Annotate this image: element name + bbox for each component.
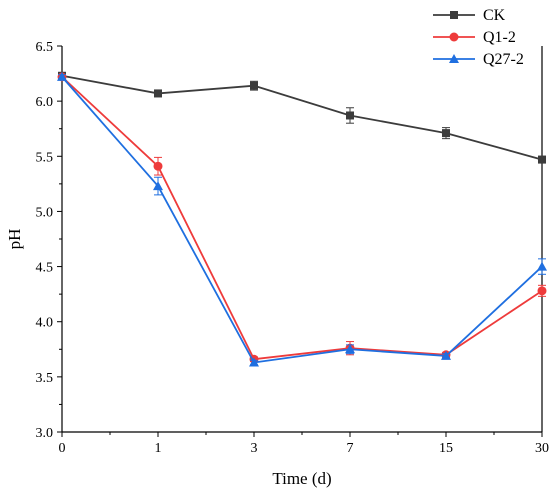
data-point <box>57 71 67 81</box>
data-point <box>250 81 258 90</box>
x-tick-label: 1 <box>155 441 162 456</box>
data-point <box>537 261 547 271</box>
data-point <box>153 161 163 171</box>
y-tick-label: 3.5 <box>36 371 54 386</box>
legend-label: CK <box>483 7 506 24</box>
x-tick-label: 0 <box>59 441 66 456</box>
x-tick-label: 7 <box>347 441 354 456</box>
legend-marker <box>450 11 458 19</box>
data-point <box>154 89 162 98</box>
series-line <box>61 74 543 161</box>
data-point <box>346 111 354 120</box>
x-tick-label: 3 <box>251 441 258 456</box>
legend: CK Q1-2 Q27-2 <box>433 7 524 68</box>
data-point <box>442 129 450 138</box>
data-point <box>538 155 546 164</box>
x-tick-label: 15 <box>439 441 453 456</box>
series-line <box>61 76 543 361</box>
data-point <box>153 181 163 191</box>
series-ck <box>58 71 546 164</box>
x-axis-title: Time (d) <box>272 469 331 488</box>
y-tick-label: 6.5 <box>36 40 54 55</box>
y-axis-title: pH <box>5 229 24 250</box>
x-tick-label: 30 <box>535 441 549 456</box>
series-q1-2 <box>57 72 547 364</box>
legend-marker <box>449 32 459 42</box>
data-point <box>441 350 451 360</box>
y-tick-label: 6.0 <box>36 95 54 110</box>
axes: 3.0 3.5 4.0 4.5 5.0 5.5 6.0 6.5 0 1 3 7 15 30 <box>36 40 550 456</box>
data-point <box>249 357 259 367</box>
y-tick-label: 5.0 <box>36 205 54 220</box>
y-tick-label: 4.0 <box>36 316 54 331</box>
y-tick-label: 4.5 <box>36 261 54 276</box>
series-layer <box>57 71 547 367</box>
data-point <box>345 344 355 354</box>
series-q27-2 <box>57 71 547 367</box>
y-tick-label: 3.0 <box>36 426 54 441</box>
legend-label: Q1-2 <box>483 29 516 46</box>
y-tick-label: 5.5 <box>36 150 54 165</box>
legend-marker <box>449 54 459 63</box>
data-point <box>537 286 547 296</box>
series-line <box>61 76 543 364</box>
legend-label: Q27-2 <box>483 51 524 68</box>
